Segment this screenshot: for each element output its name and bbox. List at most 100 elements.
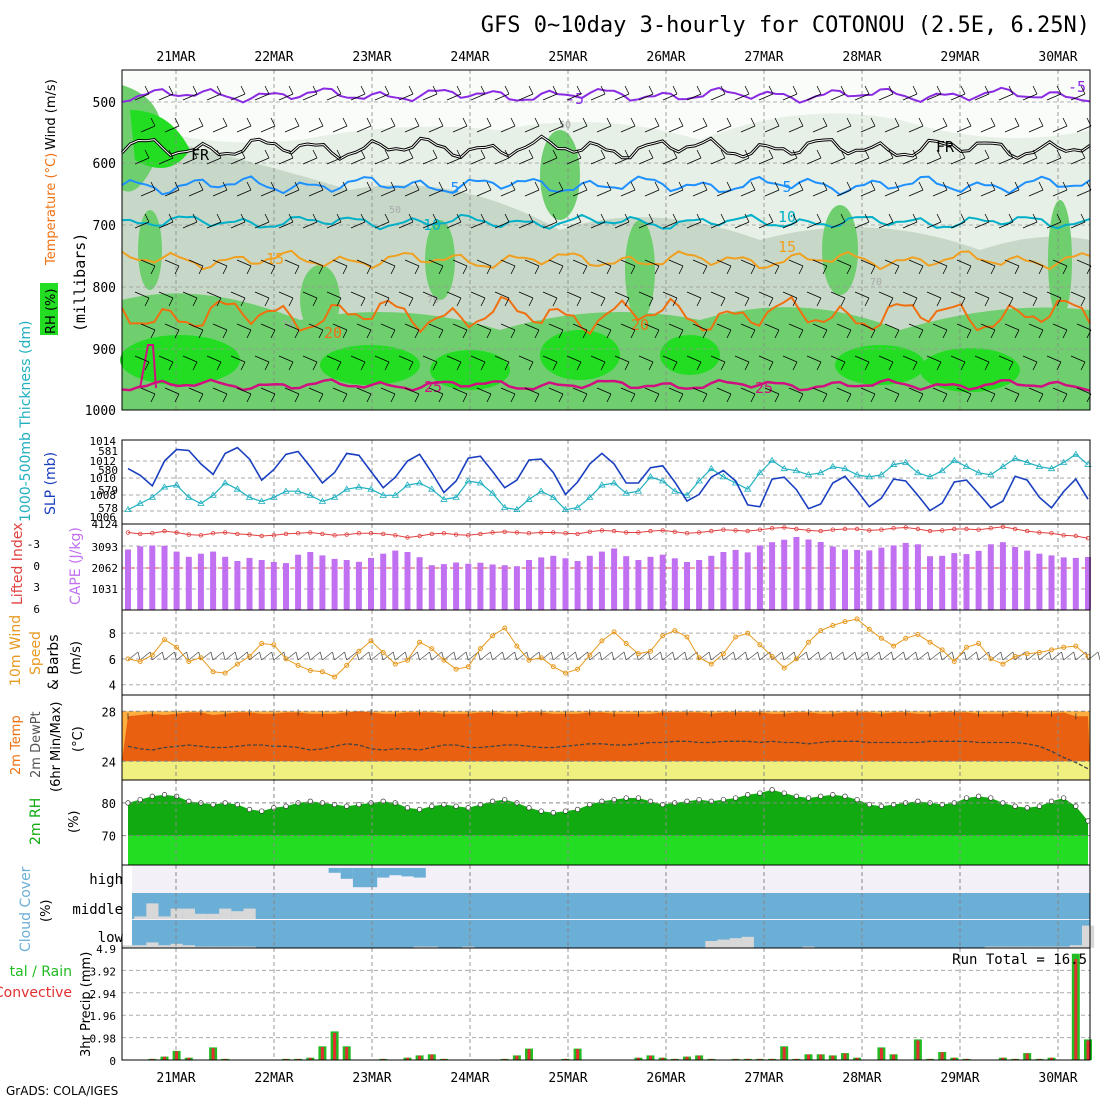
lifted-index-point bbox=[235, 531, 240, 537]
wind-barb bbox=[1022, 355, 1038, 363]
wind-barb-flag bbox=[750, 265, 756, 275]
wind-barb bbox=[1028, 125, 1044, 133]
wind-barb-flag bbox=[198, 117, 204, 127]
wind-barb bbox=[332, 259, 348, 267]
wind-barb bbox=[542, 221, 558, 229]
wind-barb-flag bbox=[816, 213, 822, 223]
wind-barb-flag bbox=[702, 117, 708, 127]
wind-barb bbox=[711, 651, 722, 661]
wind-barb bbox=[812, 125, 828, 133]
wind-barb-flag bbox=[582, 117, 588, 127]
rh-axis-label: RH (%) bbox=[44, 289, 59, 334]
thickness-point bbox=[185, 493, 193, 500]
wind-barb-flag bbox=[432, 85, 438, 95]
wind-barb-flag bbox=[942, 329, 948, 339]
thickness-point bbox=[598, 481, 606, 488]
wind-barb-flag bbox=[672, 85, 678, 95]
wind-barb bbox=[878, 291, 894, 299]
cloud-level-label: low bbox=[98, 930, 124, 946]
wind-barb-flag bbox=[504, 85, 510, 95]
lifted-index-point bbox=[575, 531, 580, 537]
wind-barb bbox=[878, 93, 894, 101]
wind-barb bbox=[572, 125, 588, 133]
wind-barb-flag bbox=[774, 117, 780, 127]
cloud-mid-clear bbox=[170, 908, 183, 919]
precip-convective-bar bbox=[843, 1053, 847, 1060]
lifted-index-point bbox=[854, 526, 860, 532]
wind-barb bbox=[1076, 189, 1092, 197]
wind-barb-flag bbox=[864, 297, 870, 307]
wind-barb bbox=[236, 189, 252, 197]
y-tick-label: 1000 bbox=[85, 404, 116, 419]
thickness-point bbox=[1047, 464, 1056, 472]
wind-barb-flag bbox=[150, 329, 156, 339]
wind-barb bbox=[716, 189, 732, 197]
wind-barb-flag bbox=[606, 393, 612, 403]
precip-convective-bar bbox=[928, 1058, 932, 1060]
cloud-band bbox=[132, 868, 1090, 892]
wind-speed-point bbox=[502, 625, 508, 631]
rh2m-point bbox=[988, 795, 994, 801]
wind-barb bbox=[332, 125, 348, 133]
wind-barb bbox=[134, 221, 150, 229]
wind-barb-flag bbox=[336, 149, 342, 159]
cloud-mid-clear bbox=[134, 916, 147, 919]
wind-barb bbox=[518, 157, 534, 165]
thickness-point bbox=[744, 485, 752, 492]
wind-speed-point bbox=[368, 638, 374, 644]
wind-barb bbox=[374, 291, 390, 299]
wind-barb bbox=[806, 93, 822, 101]
wind-barb bbox=[644, 189, 660, 197]
date-label-top: 24MAR bbox=[450, 50, 489, 65]
lifted-index-point bbox=[988, 526, 993, 531]
wind-speed-point bbox=[417, 639, 423, 645]
wind-barb-flag bbox=[510, 117, 516, 127]
wind-barb-flag bbox=[462, 117, 468, 127]
wind-barb-flag bbox=[866, 651, 870, 661]
thickness-point bbox=[209, 491, 217, 498]
wind-barb-flag bbox=[1038, 181, 1044, 191]
cloud-low-bar bbox=[1057, 946, 1070, 948]
wind-barb bbox=[565, 651, 576, 661]
wind-speed-point bbox=[599, 638, 605, 644]
wind-barb bbox=[590, 221, 606, 229]
wind-barb-flag bbox=[1080, 213, 1086, 223]
wind-barb bbox=[572, 387, 588, 395]
wind-barb-flag bbox=[575, 651, 578, 661]
y-tick-label: 4 bbox=[109, 679, 116, 693]
wind-barb bbox=[1052, 189, 1068, 197]
cloud-low-bar bbox=[462, 946, 475, 948]
thickness-point bbox=[926, 473, 934, 480]
wind-barb bbox=[980, 125, 996, 133]
wind-barb-flag bbox=[264, 213, 270, 223]
rh2m-point bbox=[502, 796, 508, 803]
wind-barb bbox=[500, 259, 516, 267]
cloud-low-bar bbox=[194, 946, 208, 948]
wind-barb bbox=[950, 291, 966, 299]
rh2m-point bbox=[1012, 803, 1018, 809]
y-tick-label-left: 579 bbox=[98, 484, 118, 497]
wind-barb bbox=[686, 651, 698, 661]
wind-barb bbox=[249, 651, 260, 661]
cape-bar bbox=[234, 561, 241, 610]
wind-barb bbox=[476, 323, 492, 331]
wind-barb bbox=[1076, 125, 1092, 133]
wind-barb-flag bbox=[984, 213, 990, 223]
wind-barb-flag bbox=[816, 361, 822, 371]
cloud-mid-clear bbox=[219, 908, 232, 919]
wind-barb-flag bbox=[486, 181, 492, 191]
rh2m-point bbox=[465, 805, 471, 811]
wind-barb bbox=[152, 651, 163, 661]
wind-barb-flag bbox=[1062, 329, 1068, 339]
precip-convective-bar bbox=[430, 1054, 434, 1060]
wind-barb bbox=[596, 387, 612, 395]
wind-barb-flag bbox=[648, 85, 654, 95]
wind-barb-flag bbox=[1032, 297, 1038, 307]
cape-bar bbox=[1072, 557, 1079, 610]
wind-barb bbox=[158, 221, 174, 229]
wind-barb bbox=[140, 125, 156, 133]
lifted-index-point bbox=[769, 526, 775, 531]
cape-bar bbox=[368, 557, 374, 610]
wind-barb-flag bbox=[720, 85, 726, 95]
wind-barb-flag bbox=[600, 149, 606, 159]
